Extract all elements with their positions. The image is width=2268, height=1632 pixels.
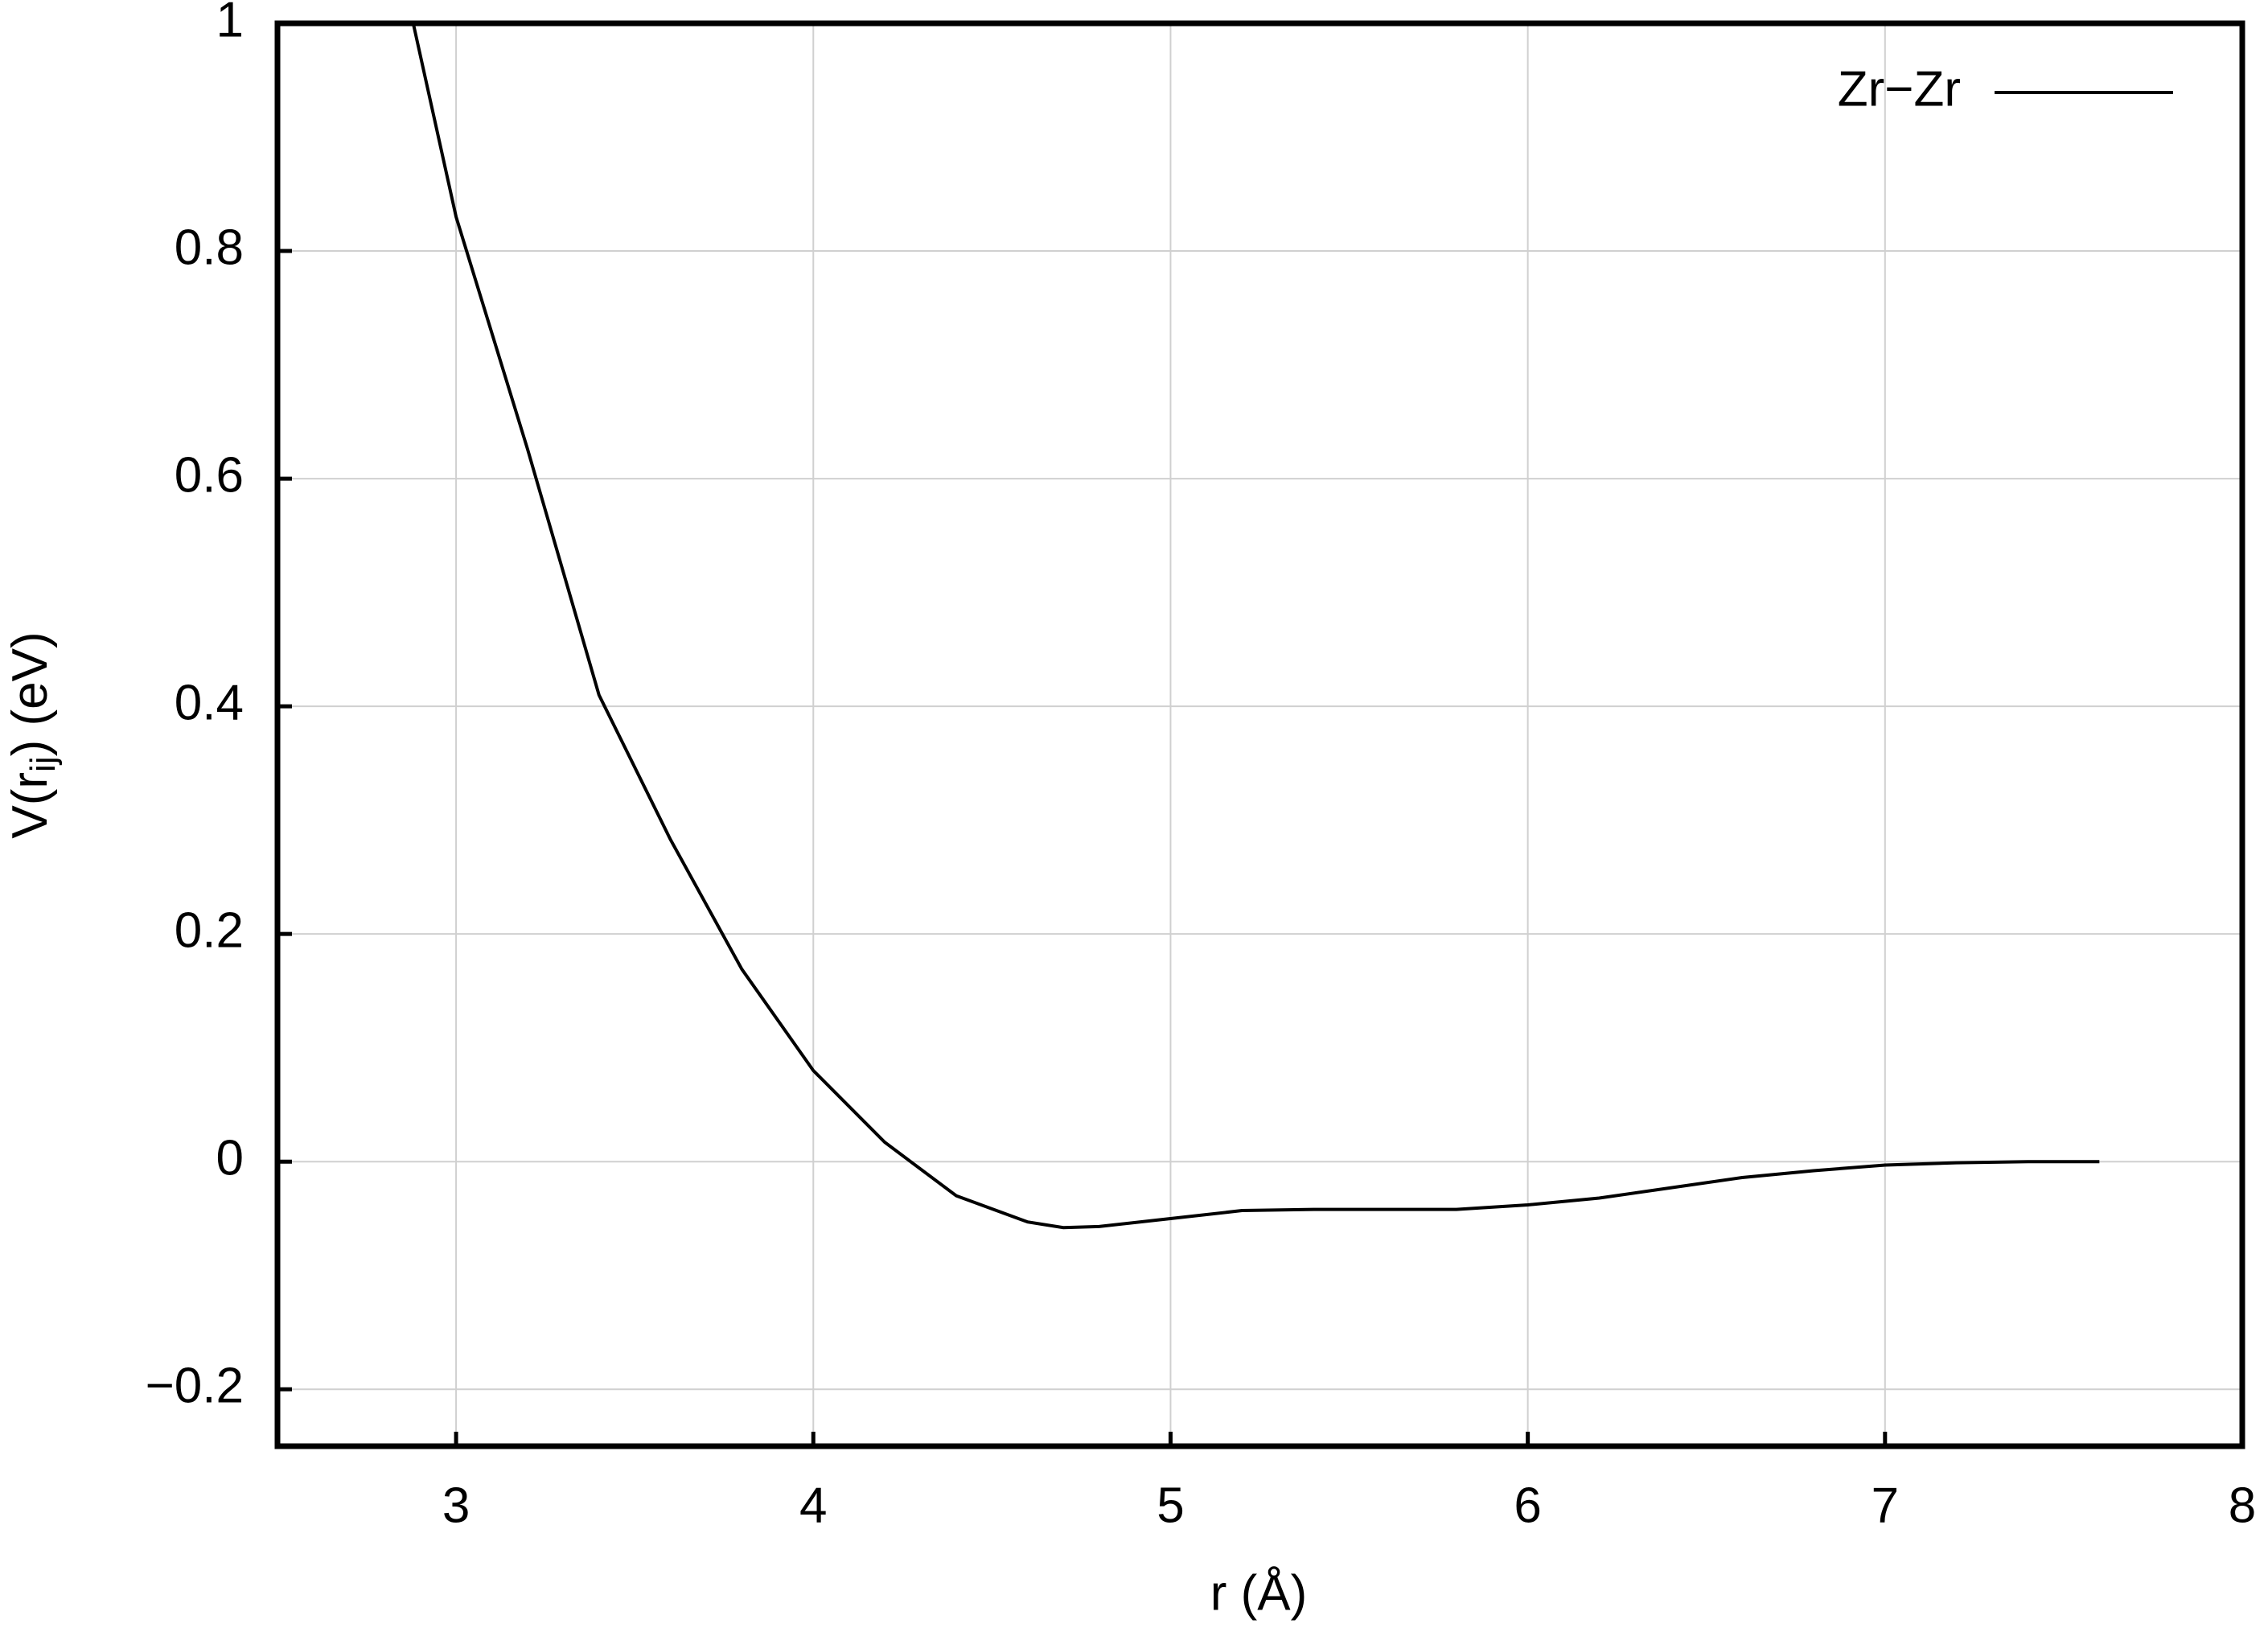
x-tick-label: 7 <box>1872 1478 1899 1533</box>
y-tick-label: 0.6 <box>175 447 244 503</box>
x-tick-label: 6 <box>1514 1478 1541 1533</box>
y-tick-label: 0.2 <box>175 903 244 959</box>
legend-label: Zr−Zr <box>1838 61 1961 117</box>
y-tick-label: 0.4 <box>175 675 244 730</box>
x-tick-label: 5 <box>1157 1478 1184 1533</box>
plot-frame <box>274 20 2245 1449</box>
y-tick-label: 0.8 <box>175 220 244 275</box>
data-line <box>411 23 2100 1230</box>
x-axis-label: r (Å) <box>1210 1565 1308 1621</box>
y-axis-label: V(rij) (eV) <box>2 631 62 838</box>
y-tick-label: 0 <box>216 1131 244 1186</box>
y-axis-label-part: V(r <box>2 772 58 839</box>
y-axis-label-part: ) (eV) <box>2 631 58 756</box>
y-axis-label-subscript: ij <box>23 756 63 772</box>
x-tick-label: 8 <box>2229 1478 2256 1533</box>
y-tick-label: −0.2 <box>146 1359 244 1414</box>
y-tick-label: 1 <box>216 0 244 47</box>
x-tick-label: 3 <box>442 1478 470 1533</box>
x-tick-label: 4 <box>799 1478 827 1533</box>
